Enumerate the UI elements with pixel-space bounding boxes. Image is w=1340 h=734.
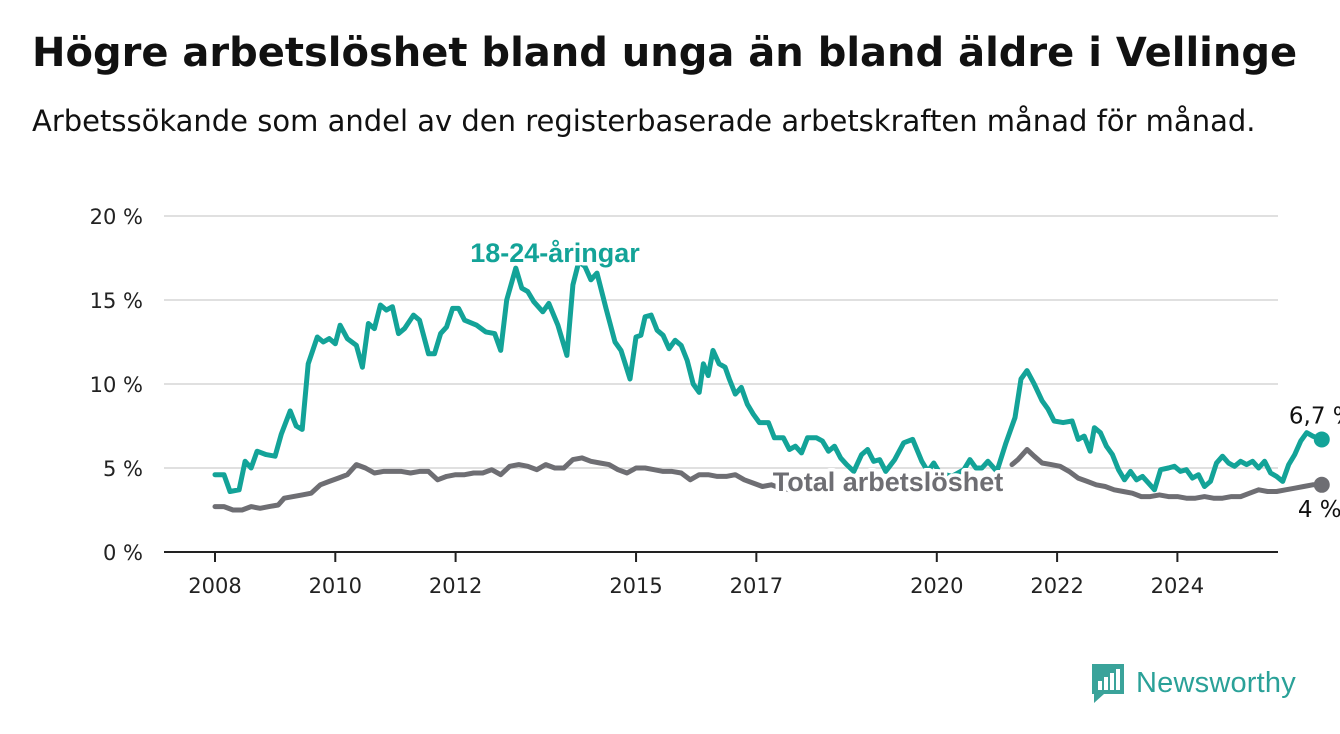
series-line-total bbox=[1009, 447, 1325, 501]
x-tick-label: 2024 bbox=[1151, 574, 1204, 598]
series-labels: 18-24-åringar Total arbetslöshet 6,7 % 4 % bbox=[467, 235, 1340, 526]
y-tick-label: 20 % bbox=[90, 205, 143, 229]
series-line-18-24 bbox=[212, 258, 1325, 494]
brand[interactable]: Newsworthy bbox=[1090, 662, 1296, 704]
series-label-total: Total arbetslöshet bbox=[773, 467, 1004, 497]
x-tick-label: 2012 bbox=[429, 574, 482, 598]
series-lines bbox=[212, 258, 1330, 513]
end-label-total: 4 % bbox=[1298, 497, 1340, 523]
end-label-18-24: 6,7 % bbox=[1289, 403, 1340, 429]
x-tick-label: 2015 bbox=[609, 574, 662, 598]
x-tick-label: 2010 bbox=[309, 574, 362, 598]
x-tick-label: 2017 bbox=[730, 574, 783, 598]
x-tick-label: 2022 bbox=[1030, 574, 1083, 598]
y-tick-label: 15 % bbox=[90, 289, 143, 313]
series-label-18-24: 18-24-åringar bbox=[470, 238, 640, 268]
y-tick-label: 5 % bbox=[103, 457, 143, 481]
x-tick-label: 2020 bbox=[910, 574, 963, 598]
gridlines bbox=[164, 215, 1278, 553]
x-tick-label: 2008 bbox=[188, 574, 241, 598]
end-point-total bbox=[1313, 476, 1330, 493]
end-point-18-24 bbox=[1313, 431, 1330, 448]
x-axis-ticks: 2008 2010 2012 2015 2017 2020 2022 2024 bbox=[188, 552, 1204, 598]
newsworthy-logo-icon bbox=[1092, 664, 1124, 703]
series-line-total bbox=[212, 455, 819, 513]
chart-title: Högre arbetslöshet bland unga än bland ä… bbox=[32, 30, 1298, 76]
chart-subtitle: Arbetssökande som andel av den registerb… bbox=[32, 104, 1256, 138]
y-axis-ticks: 0 % 5 % 10 % 15 % 20 % bbox=[90, 205, 143, 565]
brand-name: Newsworthy bbox=[1136, 666, 1296, 699]
y-tick-label: 10 % bbox=[90, 373, 143, 397]
y-tick-label: 0 % bbox=[103, 541, 143, 565]
